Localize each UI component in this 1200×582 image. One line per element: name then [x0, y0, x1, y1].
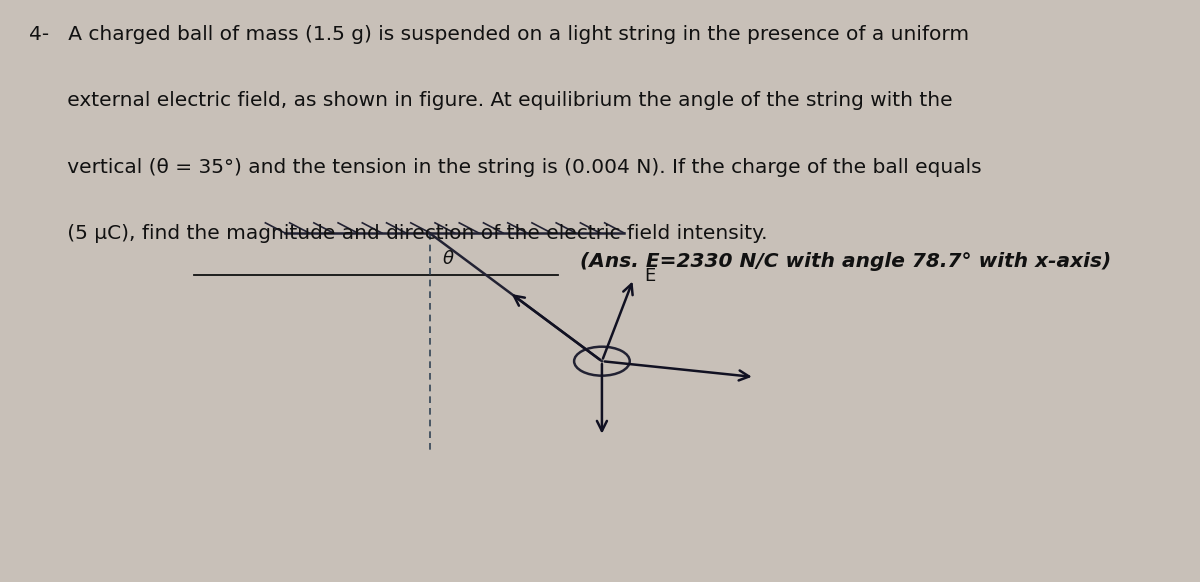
- Text: 4-   A charged ball of mass (1.5 g) is suspended on a light string in the presen: 4- A charged ball of mass (1.5 g) is sus…: [29, 24, 970, 44]
- Text: E: E: [644, 267, 656, 285]
- Text: (5 μC), find the magnitude and direction of the electric field intensity.: (5 μC), find the magnitude and direction…: [29, 225, 768, 243]
- Text: vertical (θ = 35°) and the tension in the string is (0.004 N). If the charge of : vertical (θ = 35°) and the tension in th…: [29, 158, 982, 177]
- Text: external electric field, as shown in figure. At equilibrium the angle of the str: external electric field, as shown in fig…: [29, 91, 953, 110]
- Text: $\theta$: $\theta$: [442, 250, 455, 268]
- Text: (Ans. E=2330 N/C with angle 78.7° with x-axis): (Ans. E=2330 N/C with angle 78.7° with x…: [580, 252, 1111, 271]
